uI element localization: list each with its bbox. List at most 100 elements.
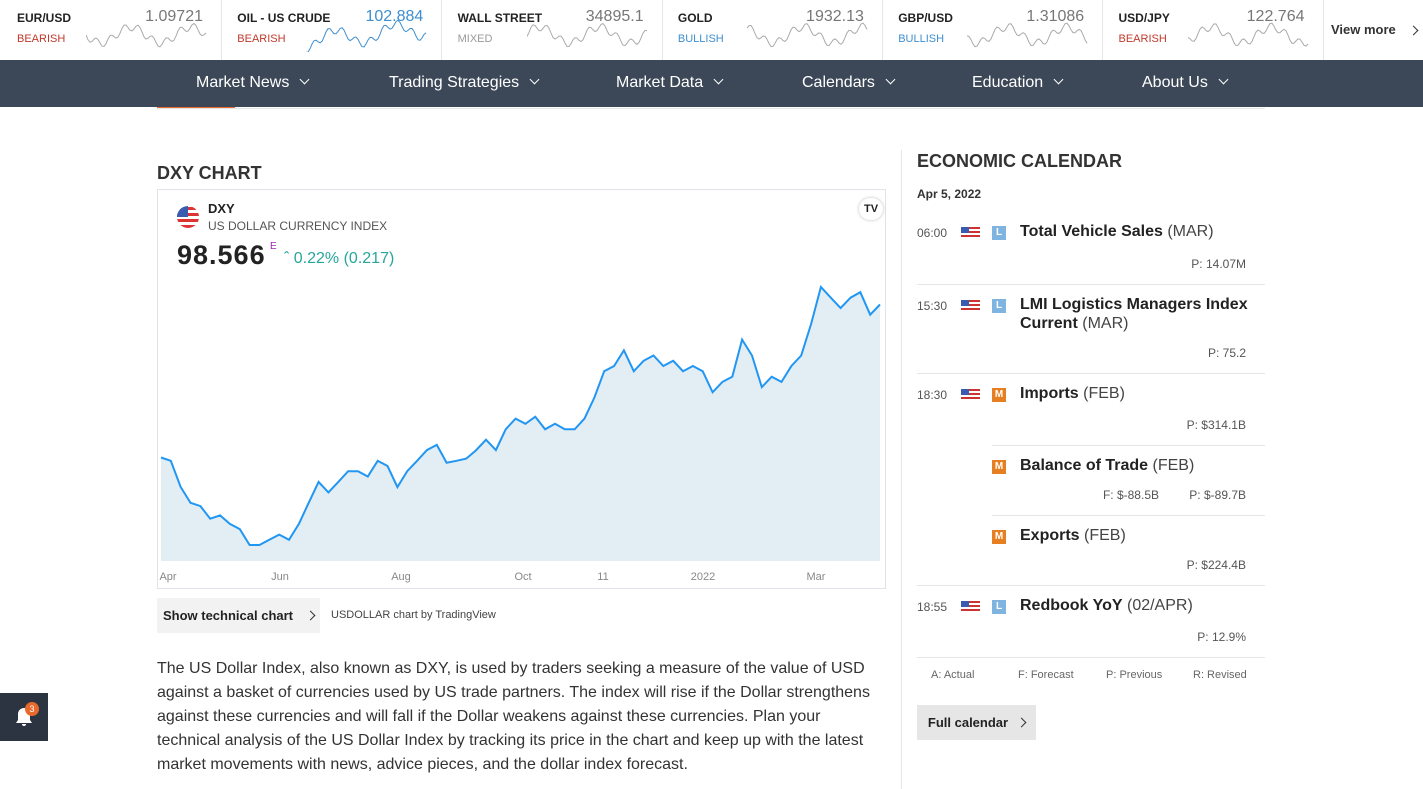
sparkline xyxy=(1187,22,1308,47)
ticker-sentiment: BEARISH xyxy=(17,33,66,45)
paragraph-line: The US Dollar Index, also known as DXY, … xyxy=(157,660,865,677)
event-name: LMI Logistics Managers Index Current xyxy=(1020,296,1248,332)
paragraph-line: market movements with news, advice piece… xyxy=(157,756,688,773)
ticker-name: USD/JPY xyxy=(1118,11,1170,25)
event-title: Total Vehicle Sales (MAR) xyxy=(1020,222,1255,241)
technical-chart-button[interactable]: Show technical chart xyxy=(157,598,320,633)
view-more-text[interactable]: View more xyxy=(1331,22,1396,37)
button-text[interactable]: Full calendar xyxy=(927,715,1009,730)
sparkline xyxy=(967,22,1088,48)
event[interactable]: 18:55 L Redbook YoY (02/APR) P: 12.9% xyxy=(917,586,1265,658)
event-title: LMI Logistics Managers Index Current (MA… xyxy=(1020,295,1255,333)
ticker-item[interactable]: WALL STREET 34895.1 MIXED xyxy=(442,0,663,60)
importance: M xyxy=(992,460,1006,474)
event-time: 06:00 xyxy=(917,226,948,240)
nav-item[interactable]: Calendars xyxy=(802,74,896,92)
x-tick-label: 2022 xyxy=(691,571,715,583)
flag xyxy=(961,601,980,613)
nav-item[interactable]: Market News xyxy=(196,74,310,92)
nav-item[interactable]: Education xyxy=(972,74,1064,92)
ticker-price: 122.764 xyxy=(1246,8,1305,25)
line xyxy=(160,284,881,546)
nav-label[interactable]: Education xyxy=(972,74,1044,91)
event-period: (02/APR) xyxy=(1126,597,1193,614)
notifications[interactable]: 3 xyxy=(0,693,48,741)
ticker-price: 1.31086 xyxy=(1026,8,1085,25)
event-stat: P: 12.9% xyxy=(1197,630,1246,644)
event-period: (FEB) xyxy=(1084,527,1126,544)
event-title: Balance of Trade (FEB) xyxy=(1020,456,1255,475)
flag xyxy=(961,227,980,239)
ticker-item[interactable]: EUR/USD 1.09721 BEARISH xyxy=(1,0,222,60)
nav-label[interactable]: Market Data xyxy=(616,74,704,91)
x-tick-label: Jun xyxy=(271,571,289,583)
divider xyxy=(901,150,902,789)
event[interactable]: 18:30 M Imports (FEB) P: $314.1B xyxy=(917,374,1265,446)
button-text[interactable]: Show technical chart xyxy=(162,608,294,623)
legend-item: F: Forecast xyxy=(1018,669,1074,681)
ticker-item[interactable]: USD/JPY 122.764 BEARISH xyxy=(1103,0,1324,60)
ticker-sentiment: BEARISH xyxy=(1118,33,1167,45)
area xyxy=(161,287,880,561)
bell xyxy=(16,708,32,726)
event[interactable]: M Exports (FEB) P: $224.4B xyxy=(917,516,1265,586)
ticker-price: 102.884 xyxy=(365,8,424,25)
ticker-name: OIL - US CRUDE xyxy=(237,11,331,25)
rule xyxy=(157,108,1265,109)
badge: 3 xyxy=(25,702,39,716)
ticker-item[interactable]: GOLD 1932.13 BULLISH xyxy=(662,0,883,60)
event-rule xyxy=(917,284,1265,285)
ticker-item[interactable]: OIL - US CRUDE 102.884 BEARISH xyxy=(221,0,443,60)
sparkline-path xyxy=(86,22,207,48)
ticker-name: EUR/USD xyxy=(17,11,72,25)
nav-label[interactable]: Trading Strategies xyxy=(389,74,520,91)
nav-item[interactable]: About Us xyxy=(1142,74,1229,92)
sparkline-path xyxy=(967,22,1088,48)
flag-canton xyxy=(961,227,969,233)
event[interactable]: 15:30 L LMI Logistics Managers Index Curre… xyxy=(917,285,1265,374)
flag-canton xyxy=(961,601,969,607)
nav-item[interactable]: Trading Strategies xyxy=(389,74,540,92)
sparkline xyxy=(746,22,868,48)
ticker-item[interactable]: GBP/USD 1.31086 BULLISH xyxy=(882,0,1104,60)
ticker-name: GOLD xyxy=(677,11,713,25)
sparkline xyxy=(526,22,647,48)
event-name: Redbook YoY xyxy=(1020,597,1123,614)
nav-label[interactable]: About Us xyxy=(1142,74,1208,91)
event-name: Exports xyxy=(1020,527,1080,544)
chart: Apr Jun Aug Oct 11 2022 Mar xyxy=(159,284,881,583)
event[interactable]: 06:00 L Total Vehicle Sales (MAR) P: 14.07M xyxy=(917,212,1265,285)
event-rule xyxy=(917,657,1265,658)
event-stat: P: $224.4B xyxy=(1186,558,1246,572)
x-tick-label: Apr xyxy=(159,571,176,583)
importance: M xyxy=(992,530,1006,544)
change-text: 0.22% (0.217) xyxy=(293,250,395,267)
nav-label[interactable]: Market News xyxy=(196,74,290,91)
event-time: 18:55 xyxy=(917,600,948,614)
x-tick-label: Oct xyxy=(514,571,531,583)
event-rule xyxy=(917,373,1265,374)
full-calendar-button[interactable]: Full calendar xyxy=(917,705,1036,740)
importance: L xyxy=(992,600,1006,614)
chart-credit: USDOLLAR chart by TradingView xyxy=(331,609,496,621)
event[interactable]: M Balance of Trade (FEB) F: $-88.5B P: $-89… xyxy=(917,446,1265,516)
sparkline xyxy=(86,22,207,48)
nav-item[interactable]: Market Data xyxy=(616,74,724,92)
symbol-description: US DOLLAR CURRENCY INDEX xyxy=(208,219,388,233)
flag xyxy=(961,300,980,312)
importance: L xyxy=(992,299,1006,313)
description: The US Dollar Index, also known as DXY, … xyxy=(157,657,870,777)
nav-label[interactable]: Calendars xyxy=(802,74,875,91)
importance: M xyxy=(992,388,1006,402)
price-flag: E xyxy=(270,241,277,252)
event-name: Balance of Trade xyxy=(1020,457,1149,474)
tv-logo[interactable]: TV xyxy=(859,198,883,220)
ticker-price: 1932.13 xyxy=(806,8,864,25)
ticker-price: 34895.1 xyxy=(585,8,644,25)
legend-item: A: Actual xyxy=(931,669,975,681)
event-period: (FEB) xyxy=(1152,457,1195,474)
x-tick-label: 11 xyxy=(597,571,608,583)
event-stat: F: $-88.5B xyxy=(1102,488,1159,502)
view-more[interactable]: View more xyxy=(1331,22,1419,37)
paragraph-line: against a basket of currencies used by U… xyxy=(157,684,870,701)
